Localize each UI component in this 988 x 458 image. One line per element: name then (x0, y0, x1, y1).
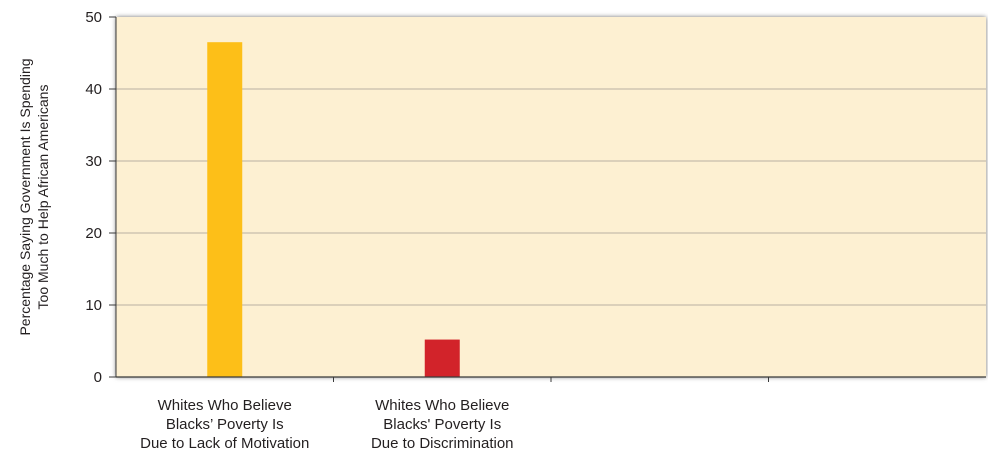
y-axis-title-line: Too Much to Help African Americans (35, 85, 51, 310)
y-tick-label-0: 0 (94, 369, 102, 386)
y-tick-label-10: 10 (85, 297, 102, 314)
category-label-line: Whites Who Believe (375, 397, 509, 414)
y-tick-labels: 0 10 20 30 40 50 (85, 9, 102, 386)
x-category-labels: Whites Who Believe Blacks’ Poverty Is Due … (140, 397, 513, 452)
category-label-0: Whites Who Believe Blacks’ Poverty Is Due … (140, 397, 309, 452)
bar-1 (424, 339, 460, 377)
category-label-line: Due to Discrimination (371, 435, 514, 452)
bar-0 (207, 42, 243, 377)
gridlines (116, 88, 986, 306)
y-axis-title: Percentage Saying Government Is Spending… (17, 58, 51, 335)
y-axis-title-line: Percentage Saying Government Is Spending (17, 58, 33, 335)
bars (207, 42, 460, 377)
y-tick-label-30: 30 (85, 153, 102, 170)
y-tick-label-50: 50 (85, 9, 102, 26)
category-label-1: Whites Who Believe Blacks' Poverty Is Due … (371, 397, 514, 452)
category-label-line: Whites Who Believe (158, 397, 292, 414)
category-label-line: Blacks' Poverty Is (383, 416, 501, 433)
category-label-line: Blacks’ Poverty Is (166, 416, 284, 433)
y-tick-label-20: 20 (85, 225, 102, 242)
y-tick-label-40: 40 (85, 81, 102, 98)
axes (109, 16, 986, 382)
y-axis-label: Percentage Saying Government Is Spending… (17, 58, 51, 335)
plot-background (116, 17, 986, 377)
category-label-line: Due to Lack of Motivation (140, 435, 309, 452)
